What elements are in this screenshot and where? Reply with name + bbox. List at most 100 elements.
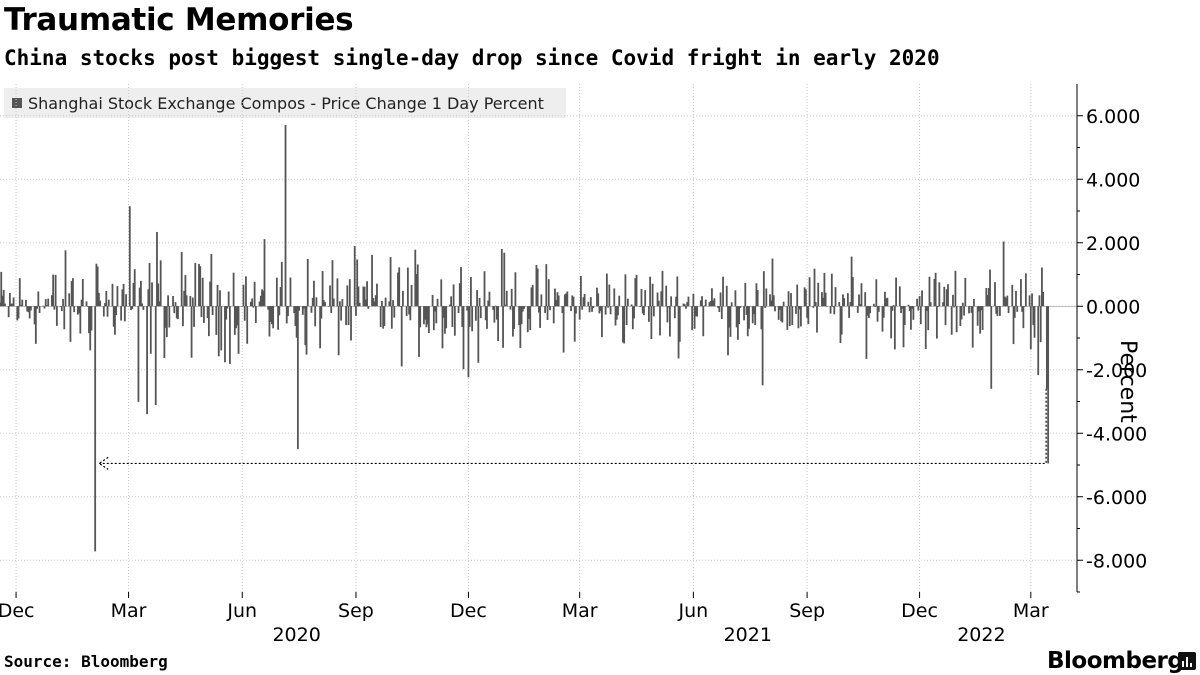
data-bar: [725, 285, 728, 307]
data-bar: [791, 306, 794, 326]
grid-layer: [0, 84, 1077, 592]
data-bar: [1, 295, 4, 307]
data-bar: [893, 306, 896, 350]
data-bar: [478, 297, 481, 307]
data-bar: [315, 297, 318, 307]
data-bar: [617, 306, 619, 316]
data-bar: [141, 303, 144, 307]
data-bar: [892, 304, 895, 307]
data-bar: [846, 293, 849, 307]
data-bar: [85, 301, 88, 307]
data-bar: [355, 306, 357, 316]
data-bar: [825, 306, 828, 307]
data-bar: [928, 276, 931, 307]
data-bar: [194, 262, 197, 307]
data-bar: [275, 277, 278, 307]
data-bar: [89, 306, 92, 351]
data-bar: [510, 288, 513, 307]
data-bar: [676, 276, 679, 307]
data-bar: [599, 306, 602, 312]
data-bar: [52, 274, 55, 307]
data-bar: [933, 278, 936, 307]
data-bar: [807, 306, 810, 325]
data-bar: [147, 289, 150, 307]
data-bar: [381, 300, 383, 307]
data-bar: [42, 305, 45, 307]
data-bar: [652, 306, 655, 317]
data-bar: [252, 306, 255, 308]
data-bar: [902, 306, 905, 348]
x-tick-label: Jun: [226, 600, 257, 622]
data-bar: [774, 306, 776, 312]
data-bar: [813, 268, 816, 307]
data-bar: [996, 306, 999, 317]
data-bar: [540, 294, 543, 307]
data-bar: [919, 306, 922, 325]
data-bar: [963, 306, 965, 316]
y-tick-label: 2.000: [1086, 233, 1140, 255]
data-bar: [289, 277, 292, 307]
data-bar: [149, 306, 152, 354]
data-bar: [81, 279, 84, 307]
data-bar: [677, 306, 680, 359]
data-bar: [746, 306, 749, 337]
data-bar: [1020, 279, 1022, 307]
data-bar: [476, 290, 478, 307]
data-bar: [693, 306, 696, 329]
data-bar: [537, 306, 540, 313]
data-bar: [492, 306, 495, 310]
data-bar: [47, 298, 50, 307]
data-bar: [125, 294, 127, 307]
data-bar: [235, 306, 237, 329]
data-bar: [1022, 306, 1025, 329]
data-bar: [374, 295, 377, 307]
data-bar: [834, 287, 837, 307]
data-bar: [803, 287, 806, 307]
data-bar: [696, 306, 698, 317]
legend-swatch: [12, 98, 22, 108]
data-bar: [211, 306, 214, 315]
data-bar: [547, 279, 550, 307]
data-bar: [250, 301, 252, 307]
data-bar: [1042, 292, 1045, 307]
data-bar: [148, 263, 151, 307]
data-bar: [1038, 295, 1041, 307]
data-bar: [860, 283, 863, 307]
data-bar: [1021, 306, 1024, 312]
data-bar: [405, 306, 408, 317]
data-bar: [284, 124, 287, 307]
data-bar: [0, 271, 3, 307]
data-bar: [383, 306, 386, 327]
data-bar: [88, 306, 90, 334]
data-bar: [29, 306, 32, 311]
data-bar: [327, 306, 330, 307]
data-bar: [1013, 306, 1016, 318]
data-bar: [33, 306, 36, 325]
data-bar: [130, 306, 132, 311]
data-bar: [872, 303, 875, 307]
data-bar: [201, 277, 204, 307]
data-bar: [613, 288, 616, 307]
data-bar: [728, 306, 731, 328]
data-bar: [450, 296, 453, 307]
data-bar: [779, 306, 781, 310]
data-bar: [519, 306, 522, 348]
data-bar: [390, 306, 393, 329]
data-bar: [929, 302, 932, 307]
annotation-arrow-line: [99, 388, 1047, 465]
data-bar: [111, 283, 114, 307]
data-bar: [882, 306, 885, 318]
data-bar: [960, 306, 963, 320]
data-bar: [76, 306, 79, 315]
data-bar: [398, 267, 401, 307]
data-bar: [296, 306, 299, 450]
data-bar: [937, 306, 940, 307]
data-bar: [94, 306, 97, 552]
data-bar: [146, 306, 148, 415]
data-bar: [990, 306, 993, 389]
data-bar: [912, 306, 915, 320]
data-bar: [471, 306, 474, 332]
data-bar: [280, 261, 283, 307]
data-bar: [647, 306, 650, 322]
